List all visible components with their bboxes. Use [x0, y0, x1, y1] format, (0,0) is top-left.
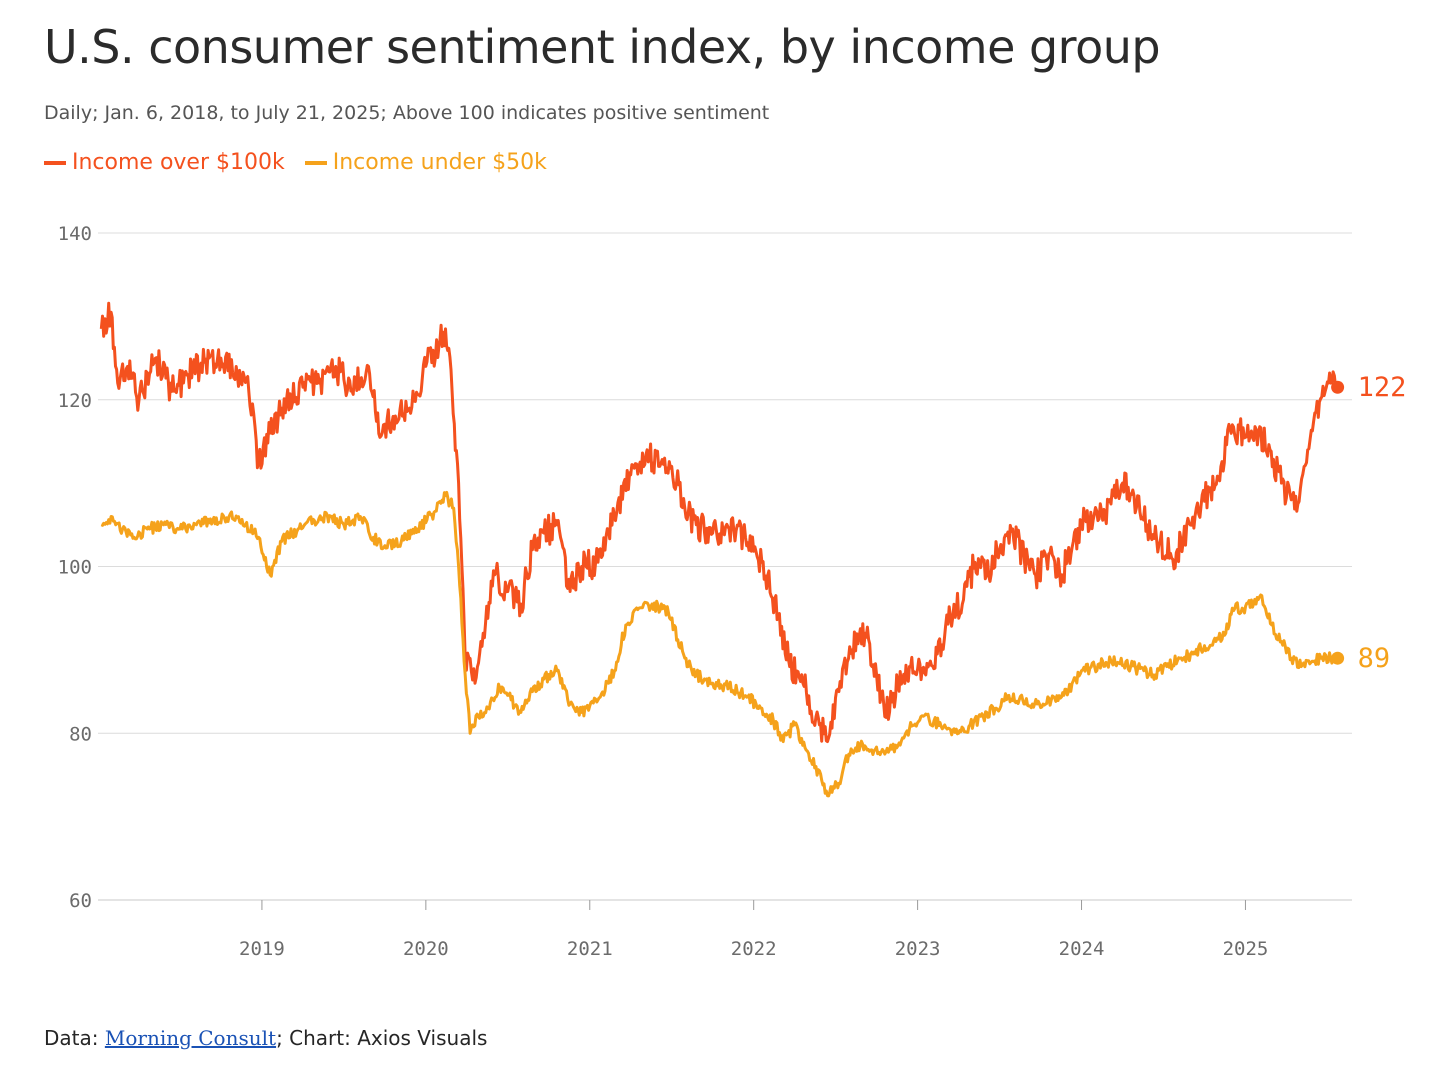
series-lines [99, 301, 1338, 798]
y-tick-label-140: 140 [58, 223, 92, 245]
end-labels: 122 89 [1331, 372, 1406, 674]
legend-swatch-high-income [44, 160, 66, 165]
end-marker-low-income [1331, 651, 1345, 665]
y-tick-label-120: 120 [58, 390, 92, 412]
chart-title: U.S. consumer sentiment index, by income… [44, 20, 1161, 74]
end-label-high-income: 122 [1358, 372, 1407, 403]
x-tick-label-2023: 2023 [895, 938, 941, 960]
footer-credit: ; Chart: Axios Visuals [276, 1026, 488, 1050]
x-tick-label-2024: 2024 [1059, 938, 1105, 960]
legend-item-low-income: Income under $50k [304, 150, 547, 175]
series-line-high-income [99, 301, 1338, 744]
y-tick-label-80: 80 [69, 723, 92, 745]
chart-subtitle: Daily; Jan. 6, 2018, to July 21, 2025; A… [44, 102, 770, 124]
x-axis: 2019 2020 2021 2022 2023 2024 2025 [239, 900, 1268, 960]
x-tick-label-2022: 2022 [731, 938, 777, 960]
footer-data-prefix: Data: [44, 1026, 105, 1050]
legend-swatch-low-income [304, 160, 327, 165]
end-marker-high-income [1331, 380, 1345, 394]
chart-legend: Income over $100k Income under $50k [44, 150, 547, 175]
y-tick-label-100: 100 [58, 557, 92, 579]
legend-label-low-income: Income under $50k [332, 150, 547, 175]
legend-item-high-income: Income over $100k [44, 150, 285, 175]
gridlines [98, 232, 1352, 901]
chart-footer: Data: Morning Consult; Chart: Axios Visu… [44, 1026, 487, 1050]
x-tick-label-2021: 2021 [567, 938, 613, 960]
end-label-low-income: 89 [1358, 643, 1391, 674]
y-tick-label-60: 60 [69, 890, 92, 912]
x-tick-label-2019: 2019 [239, 938, 285, 960]
series-line-low-income [100, 490, 1338, 798]
legend-label-high-income: Income over $100k [72, 150, 285, 175]
source-link[interactable]: Morning Consult [104, 1026, 277, 1050]
y-axis: 140 120 100 80 60 [58, 223, 92, 912]
x-tick-label-2020: 2020 [403, 938, 449, 960]
x-tick-label-2025: 2025 [1223, 938, 1269, 960]
